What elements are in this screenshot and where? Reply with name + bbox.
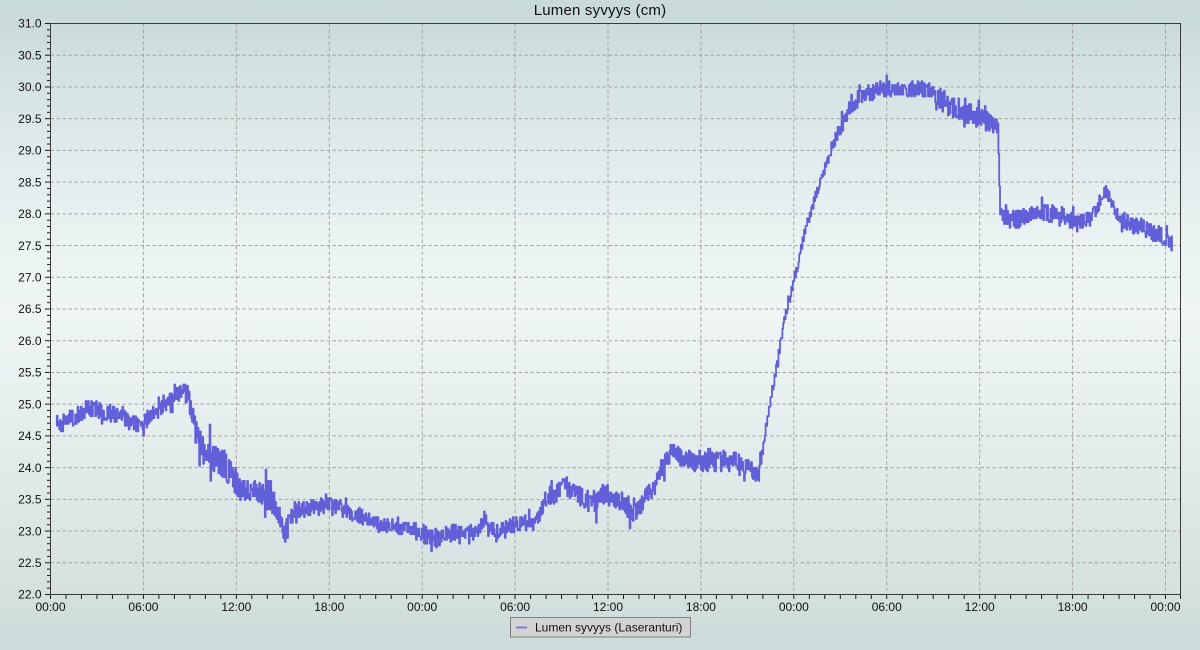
svg-text:23.5: 23.5: [18, 493, 42, 507]
svg-text:Lumen syvyys (Laseranturi): Lumen syvyys (Laseranturi): [535, 621, 682, 635]
svg-text:22.0: 22.0: [18, 588, 42, 602]
svg-text:28.5: 28.5: [18, 175, 42, 189]
svg-text:00:00: 00:00: [779, 600, 809, 614]
svg-text:27.5: 27.5: [18, 239, 42, 253]
svg-text:29.0: 29.0: [18, 144, 42, 158]
svg-text:24.5: 24.5: [18, 429, 42, 443]
svg-text:00:00: 00:00: [35, 600, 65, 614]
svg-text:25.0: 25.0: [18, 397, 42, 411]
svg-text:22.5: 22.5: [18, 556, 42, 570]
svg-text:23.0: 23.0: [18, 524, 42, 538]
svg-text:12:00: 12:00: [593, 600, 623, 614]
svg-text:31.0: 31.0: [18, 17, 42, 31]
svg-text:30.0: 30.0: [18, 80, 42, 94]
svg-text:00:00: 00:00: [407, 600, 437, 614]
svg-text:26.5: 26.5: [18, 302, 42, 316]
svg-text:18:00: 18:00: [314, 600, 344, 614]
svg-text:27.0: 27.0: [18, 270, 42, 284]
svg-text:30.5: 30.5: [18, 48, 42, 62]
svg-text:18:00: 18:00: [686, 600, 716, 614]
svg-text:06:00: 06:00: [128, 600, 158, 614]
svg-text:25.5: 25.5: [18, 366, 42, 380]
svg-text:24.0: 24.0: [18, 461, 42, 475]
svg-text:18:00: 18:00: [1058, 600, 1088, 614]
svg-text:Lumen syvyys (cm): Lumen syvyys (cm): [534, 2, 667, 19]
svg-text:12:00: 12:00: [221, 600, 251, 614]
svg-text:26.0: 26.0: [18, 334, 42, 348]
svg-text:00:00: 00:00: [1150, 600, 1180, 614]
svg-text:06:00: 06:00: [500, 600, 530, 614]
svg-text:29.5: 29.5: [18, 112, 42, 126]
svg-text:12:00: 12:00: [965, 600, 995, 614]
svg-text:06:00: 06:00: [872, 600, 902, 614]
svg-text:28.0: 28.0: [18, 207, 42, 221]
